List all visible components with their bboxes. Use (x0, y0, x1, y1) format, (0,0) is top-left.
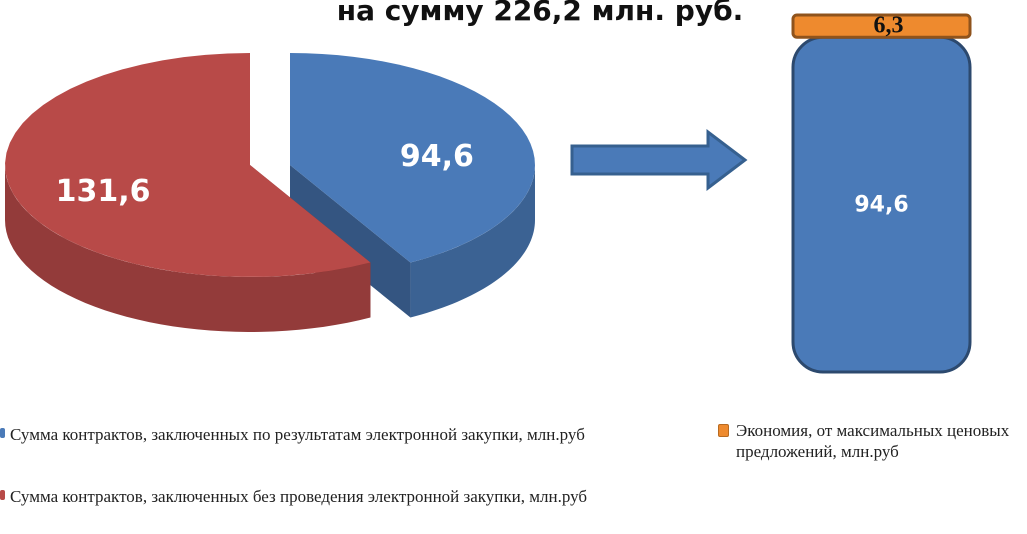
data-label: 131,6 (56, 174, 151, 209)
slice-side (410, 165, 535, 318)
slice-wall (290, 165, 411, 318)
legend-swatch (0, 428, 5, 438)
legend-swatch (0, 490, 5, 500)
bar-segment (791, 13, 972, 39)
legend-entry: Экономия, от максимальных ценовых предло… (736, 421, 1010, 461)
arrow (570, 128, 748, 192)
legend-entry: Сумма контрактов, заключенных по результ… (10, 425, 585, 444)
data-label: 6,3 (874, 13, 904, 39)
chart-title: на сумму 226,2 млн. руб. (337, 0, 744, 27)
legend-entry: Сумма контрактов, заключенных без провед… (10, 487, 588, 506)
data-label: 94,6 (854, 193, 908, 218)
slice-side (5, 165, 371, 332)
slice (290, 53, 535, 263)
slice (5, 53, 371, 277)
data-label: 94,6 (400, 139, 474, 174)
legend-swatch (718, 424, 729, 437)
